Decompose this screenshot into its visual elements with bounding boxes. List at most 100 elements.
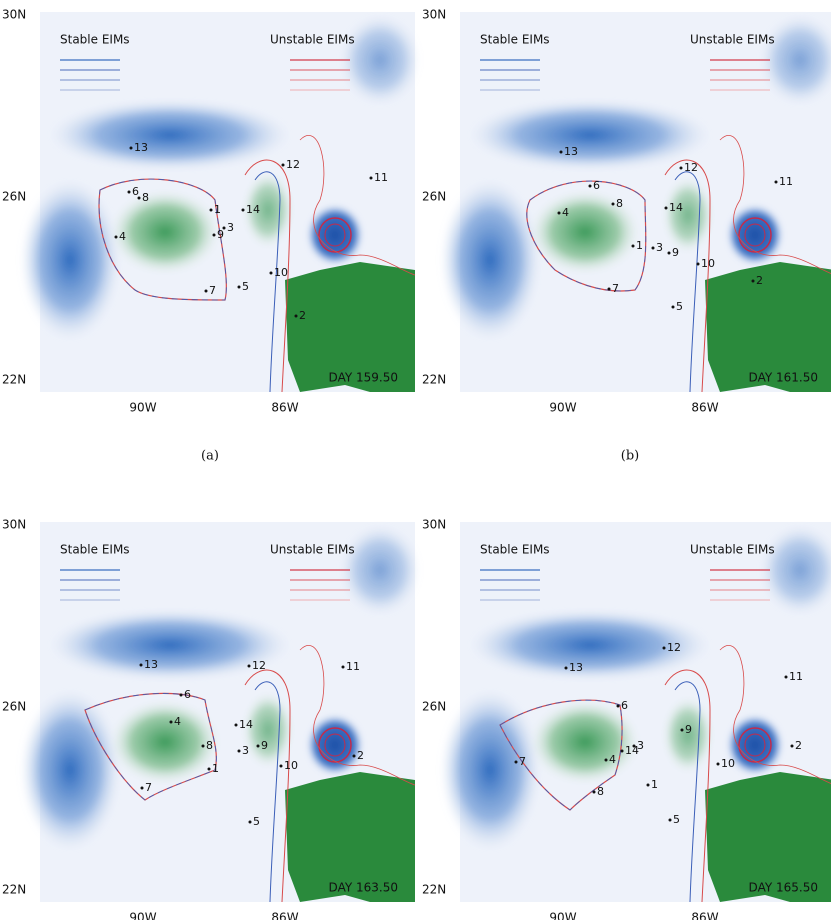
point-marker <box>242 209 245 212</box>
legend-title: Stable EIMs <box>480 543 550 557</box>
point-label: 13 <box>564 145 578 158</box>
point-label: 2 <box>357 749 364 762</box>
point-label: 1 <box>651 778 658 791</box>
point-marker <box>202 745 205 748</box>
latitude-label: 22N <box>2 373 26 387</box>
blue-patch <box>20 180 120 340</box>
point-marker <box>617 705 620 708</box>
latitude-label: 30N <box>2 518 26 532</box>
map-panel: Stable EIMsUnstable EIMs30N26N22N90W86W1… <box>2 8 420 464</box>
point-label: 2 <box>795 739 802 752</box>
longitude-label: 90W <box>549 401 576 415</box>
point-label: 1 <box>212 762 219 775</box>
point-marker <box>238 750 241 753</box>
point-marker <box>180 694 183 697</box>
latitude-label: 30N <box>422 8 446 22</box>
point-label: 9 <box>672 246 679 259</box>
point-marker <box>717 763 720 766</box>
point-marker <box>665 207 668 210</box>
cold-eddy <box>727 205 783 265</box>
point-marker <box>130 147 133 150</box>
cold-eddy <box>727 715 783 775</box>
figure-caption: (b) <box>621 449 639 464</box>
point-label: 11 <box>374 171 388 184</box>
day-label: DAY 159.50 <box>329 371 398 385</box>
point-marker <box>295 315 298 318</box>
point-label: 3 <box>242 744 249 757</box>
point-marker <box>608 288 611 291</box>
point-marker <box>248 665 251 668</box>
point-marker <box>668 252 671 255</box>
point-label: 7 <box>612 282 619 295</box>
point-label: 3 <box>637 739 644 752</box>
map-panel: Stable EIMsUnstable EIMs30N26N22N90W86W1… <box>422 8 831 464</box>
point-marker <box>652 247 655 250</box>
point-marker <box>342 666 345 669</box>
warm-core <box>663 177 713 253</box>
latitude-label: 26N <box>422 700 446 714</box>
blue-patch <box>340 15 420 105</box>
legend-title: Unstable EIMs <box>690 543 775 557</box>
blue-patch <box>470 100 710 170</box>
point-label: 12 <box>684 161 698 174</box>
point-marker <box>282 164 285 167</box>
longitude-label: 90W <box>129 911 156 921</box>
point-marker <box>560 151 563 154</box>
point-label: 3 <box>227 221 234 234</box>
latitude-label: 30N <box>422 518 446 532</box>
latitude-label: 26N <box>2 190 26 204</box>
point-label: 1 <box>636 239 643 252</box>
latitude-label: 22N <box>2 883 26 897</box>
point-marker <box>669 819 672 822</box>
point-marker <box>632 245 635 248</box>
latitude-label: 26N <box>2 700 26 714</box>
legend-title: Stable EIMs <box>60 33 130 47</box>
point-label: 5 <box>676 300 683 313</box>
point-marker <box>140 664 143 667</box>
point-label: 4 <box>562 206 569 219</box>
latitude-label: 22N <box>422 883 446 897</box>
point-marker <box>593 791 596 794</box>
longitude-label: 86W <box>271 911 298 921</box>
point-marker <box>565 667 568 670</box>
point-label: 4 <box>609 753 616 766</box>
point-marker <box>612 203 615 206</box>
point-label: 10 <box>284 759 298 772</box>
point-label: 1 <box>214 203 221 216</box>
map-panel: Stable EIMs Unstable EIMs 30N 26N 22N 90W 86W 1… <box>422 518 831 921</box>
point-marker <box>785 676 788 679</box>
point-label: 9 <box>685 723 692 736</box>
point-label: 14 <box>239 718 253 731</box>
point-marker <box>370 177 373 180</box>
point-label: 4 <box>119 230 126 243</box>
point-label: 13 <box>134 141 148 154</box>
point-label: 12 <box>252 659 266 672</box>
point-marker <box>238 286 241 289</box>
point-label: 9 <box>261 739 268 752</box>
point-marker <box>752 280 755 283</box>
point-label: 12 <box>286 158 300 171</box>
point-marker <box>280 765 283 768</box>
longitude-label: 86W <box>691 911 718 921</box>
point-label: 11 <box>346 660 360 673</box>
point-label: 14 <box>246 203 260 216</box>
point-marker <box>353 755 356 758</box>
point-label: 7 <box>519 755 526 768</box>
warm-core <box>530 700 640 784</box>
point-label: 10 <box>274 266 288 279</box>
point-marker <box>791 745 794 748</box>
point-marker <box>235 724 238 727</box>
point-label: 10 <box>721 757 735 770</box>
point-label: 10 <box>701 257 715 270</box>
point-marker <box>138 197 141 200</box>
point-label: 6 <box>132 185 139 198</box>
longitude-label: 90W <box>549 911 576 921</box>
point-marker <box>210 209 213 212</box>
figure-caption: (a) <box>201 449 219 464</box>
point-marker <box>270 272 273 275</box>
point-marker <box>515 761 518 764</box>
point-marker <box>647 784 650 787</box>
point-marker <box>223 227 226 230</box>
point-label: 5 <box>242 280 249 293</box>
blue-patch <box>20 690 120 850</box>
